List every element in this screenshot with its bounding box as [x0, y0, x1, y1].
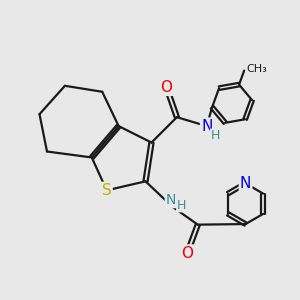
- Text: H: H: [210, 129, 220, 142]
- Text: O: O: [160, 80, 172, 95]
- Text: N: N: [201, 118, 212, 134]
- Text: CH₃: CH₃: [247, 64, 267, 74]
- Text: N: N: [166, 193, 176, 207]
- Text: N: N: [240, 176, 251, 191]
- Text: O: O: [181, 245, 193, 260]
- Text: H: H: [177, 199, 186, 212]
- Text: S: S: [102, 183, 112, 198]
